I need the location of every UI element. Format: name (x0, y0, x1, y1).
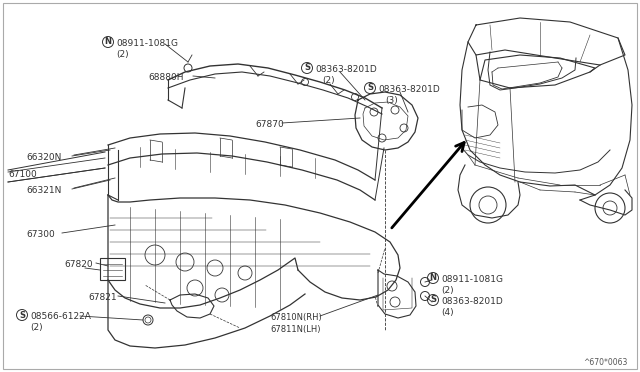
Text: 08911-1081G: 08911-1081G (441, 275, 503, 284)
Text: N: N (104, 38, 111, 46)
Text: 08911-1081G: 08911-1081G (116, 39, 178, 48)
Text: (4): (4) (441, 308, 454, 317)
Text: 67870: 67870 (255, 120, 284, 129)
Text: S: S (367, 83, 373, 93)
Text: 66321N: 66321N (26, 186, 61, 195)
Text: 08363-8201D: 08363-8201D (378, 85, 440, 94)
Text: S: S (19, 311, 25, 320)
Text: 67820: 67820 (64, 260, 93, 269)
Text: 08363-8201D: 08363-8201D (441, 297, 503, 306)
Text: (2): (2) (30, 323, 43, 332)
Text: 08566-6122A: 08566-6122A (30, 312, 91, 321)
Text: (2): (2) (441, 286, 454, 295)
Text: (2): (2) (322, 76, 335, 85)
Text: 08363-8201D: 08363-8201D (315, 65, 377, 74)
Text: (2): (2) (116, 50, 129, 59)
Text: S: S (304, 64, 310, 73)
Text: N: N (429, 273, 436, 282)
Text: 67300: 67300 (26, 230, 55, 239)
Text: S: S (430, 295, 436, 305)
Text: ^670*0063: ^670*0063 (584, 358, 628, 367)
Text: 66320N: 66320N (26, 153, 61, 162)
Text: 67811N(LH): 67811N(LH) (270, 325, 321, 334)
Text: 67100: 67100 (8, 170, 36, 179)
Text: 68880H: 68880H (148, 73, 184, 82)
Text: (3): (3) (385, 96, 397, 105)
Bar (100, 258, 125, 280)
Text: 67821: 67821 (88, 293, 116, 302)
Text: 67810N(RH): 67810N(RH) (270, 313, 322, 322)
